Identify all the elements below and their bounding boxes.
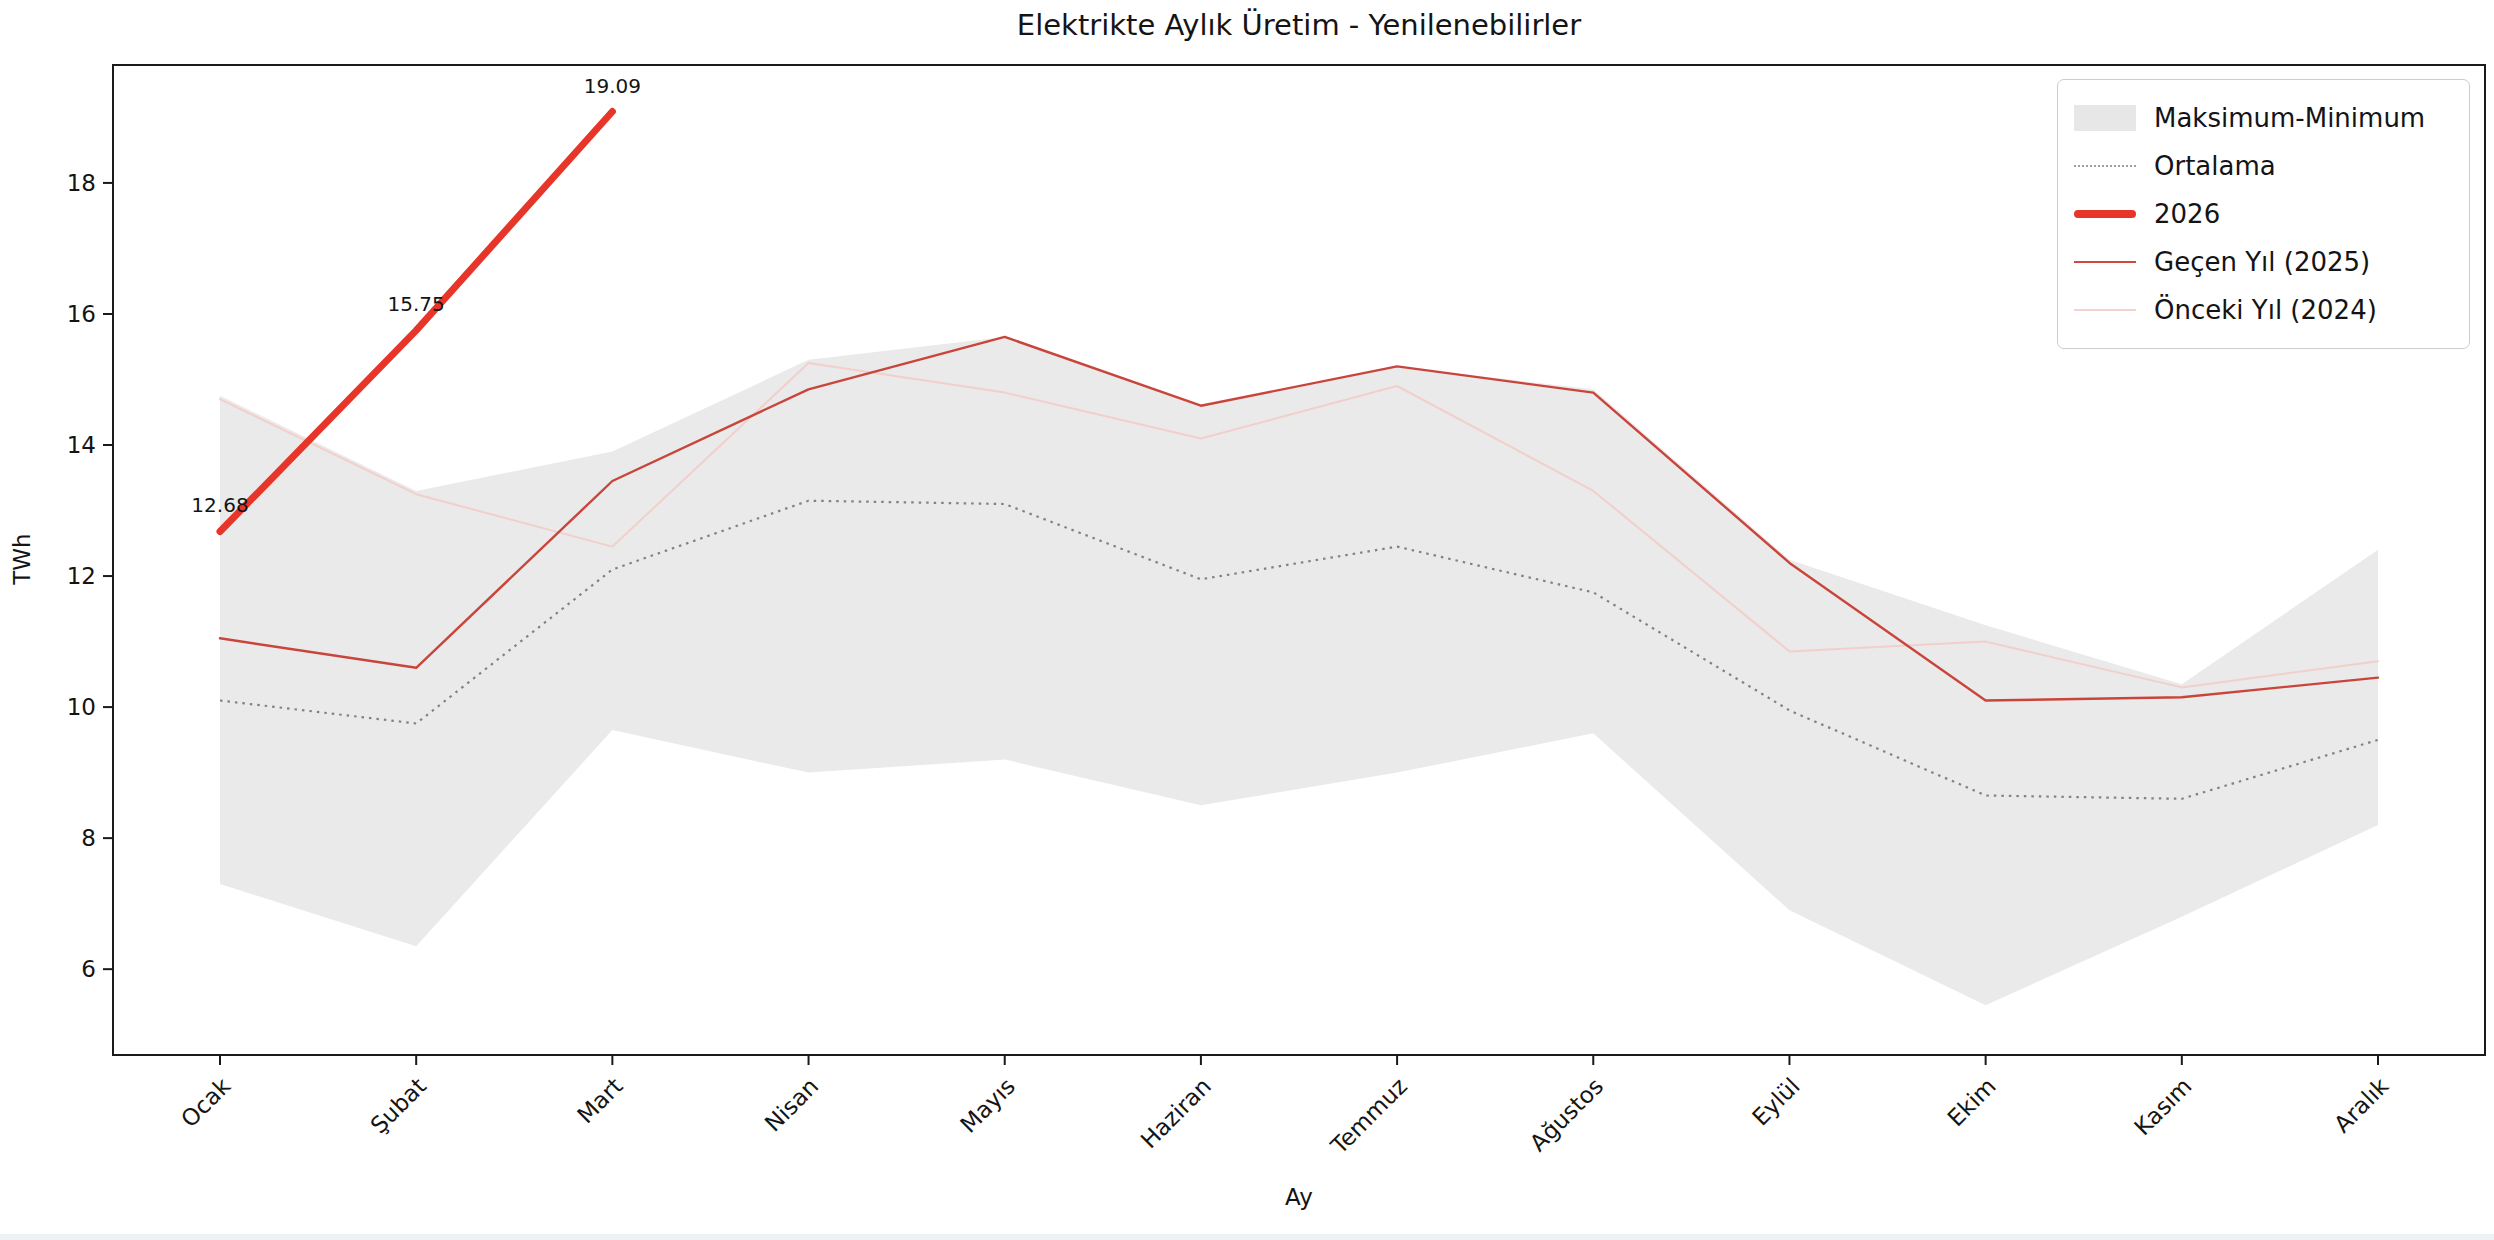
data-label: 12.68 — [191, 492, 248, 518]
bottom-edge-strip — [0, 1234, 2494, 1240]
data-label: 15.75 — [388, 291, 445, 317]
legend-item: Ortalama — [2074, 142, 2453, 190]
legend-swatch-band — [2074, 105, 2136, 131]
y-tick-label: 14 — [67, 431, 96, 459]
legend: Maksimum-Minimum Ortalama 2026 Geçen Yıl (2… — [2057, 79, 2470, 349]
y-tick-label: 6 — [81, 955, 96, 983]
data-label: 19.09 — [584, 73, 641, 99]
legend-item-label: 2026 — [2154, 199, 2220, 229]
legend-item-label: Ortalama — [2154, 151, 2276, 181]
y-tick-label: 16 — [67, 300, 96, 328]
y-tick-label: 10 — [67, 693, 96, 721]
y-axis-label: TWh — [9, 529, 35, 589]
legend-item-label: Geçen Yıl (2025) — [2154, 247, 2370, 277]
y-tick-label: 8 — [81, 824, 96, 852]
legend-item: 2026 — [2074, 190, 2453, 238]
legend-swatch-line — [2074, 309, 2136, 312]
legend-item: Maksimum-Minimum — [2074, 94, 2453, 142]
legend-swatch-dotted — [2074, 165, 2136, 167]
legend-item-label: Maksimum-Minimum — [2154, 103, 2425, 133]
figure-canvas: Elektrikte Aylık Üretim - Yenilenebilirl… — [0, 0, 2494, 1240]
legend-swatch-line — [2074, 261, 2136, 264]
min-max-band — [220, 337, 2378, 1005]
legend-swatch-thick-line — [2074, 210, 2136, 218]
legend-item-label: Önceki Yıl (2024) — [2154, 295, 2377, 325]
y-tick-label: 18 — [67, 169, 96, 197]
x-axis-label: Ay — [1285, 1184, 1313, 1210]
legend-item: Önceki Yıl (2024) — [2074, 286, 2453, 334]
legend-item: Geçen Yıl (2025) — [2074, 238, 2453, 286]
y-tick-label: 12 — [67, 562, 96, 590]
